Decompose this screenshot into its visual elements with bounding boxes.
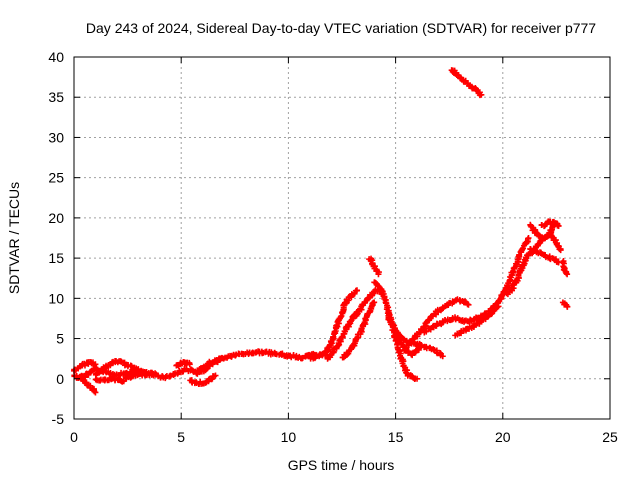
data-point bbox=[186, 361, 193, 368]
y-tick-label: 30 bbox=[48, 129, 64, 145]
data-point bbox=[212, 372, 219, 379]
data-point bbox=[564, 303, 571, 310]
data-point bbox=[555, 222, 562, 229]
data-point bbox=[495, 303, 502, 310]
chart-title: Day 243 of 2024, Sidereal Day-to-day VTE… bbox=[86, 20, 596, 36]
data-point bbox=[557, 247, 564, 254]
plot-frame bbox=[73, 56, 611, 420]
data-point bbox=[564, 271, 571, 278]
data-points bbox=[70, 67, 571, 396]
y-tick-label: 40 bbox=[48, 49, 64, 65]
x-tick-label: 15 bbox=[388, 429, 404, 445]
data-point bbox=[563, 270, 570, 277]
y-tick-label: 35 bbox=[48, 89, 64, 105]
y-tick-label: 25 bbox=[48, 170, 64, 186]
y-tick-label: 15 bbox=[48, 250, 64, 266]
x-tick-label: 0 bbox=[70, 429, 78, 445]
data-point bbox=[92, 389, 99, 396]
x-tick-label: 5 bbox=[177, 429, 185, 445]
data-point bbox=[354, 287, 361, 294]
y-tick-label: 0 bbox=[56, 371, 64, 387]
data-point bbox=[465, 301, 472, 308]
y-tick-label: 20 bbox=[48, 210, 64, 226]
data-point bbox=[338, 334, 345, 341]
data-point bbox=[218, 354, 225, 361]
data-point bbox=[414, 375, 421, 382]
x-axis-label: GPS time / hours bbox=[288, 457, 395, 473]
data-point bbox=[478, 91, 485, 98]
data-point bbox=[232, 352, 239, 359]
data-point bbox=[525, 235, 532, 241]
x-tick-label: 20 bbox=[495, 429, 511, 445]
data-point bbox=[439, 353, 446, 360]
grid-lines bbox=[74, 57, 610, 419]
data-point bbox=[91, 388, 98, 395]
x-tick-label: 25 bbox=[602, 429, 618, 445]
axis-ticks: 0 5 10 15 20 25 -5 0 5 10 15 20 25 30 35 40 bbox=[48, 49, 618, 445]
data-point bbox=[375, 271, 382, 278]
data-point bbox=[135, 366, 142, 373]
y-tick-label: 10 bbox=[48, 290, 64, 306]
y-tick-label: 5 bbox=[56, 331, 64, 347]
data-point bbox=[371, 299, 378, 306]
y-tick-label: -5 bbox=[52, 411, 65, 427]
x-tick-label: 10 bbox=[281, 429, 297, 445]
data-point bbox=[152, 371, 159, 378]
data-point bbox=[344, 351, 351, 358]
y-axis-label: SDTVAR / TECUs bbox=[6, 182, 22, 294]
